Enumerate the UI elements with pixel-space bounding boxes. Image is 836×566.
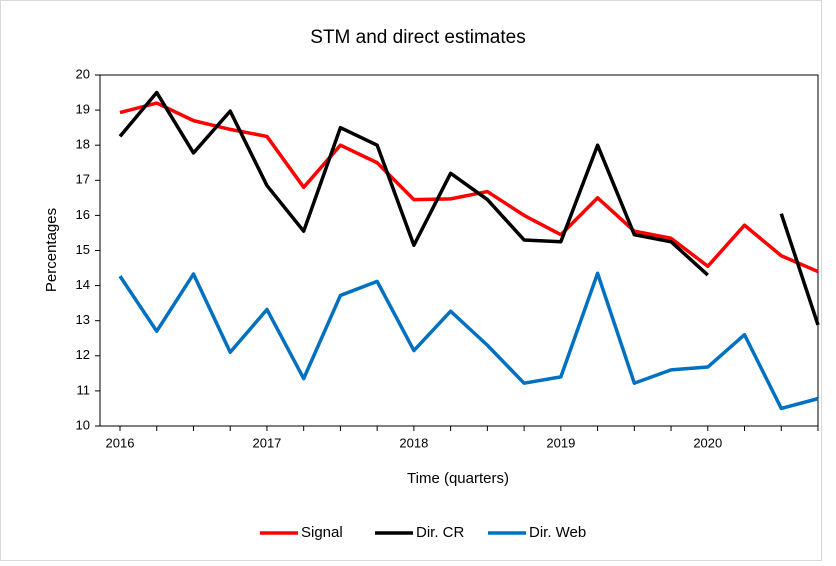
legend-label: Dir. CR (416, 524, 465, 541)
y-tick-label: 15 (76, 242, 90, 257)
y-tick-label: 20 (76, 66, 90, 81)
legend-label: Signal (301, 524, 343, 541)
y-axis-label: Percentages (43, 208, 60, 292)
chart-title: STM and direct estimates (310, 27, 525, 48)
x-tick-label: 2018 (399, 435, 428, 450)
y-tick-label: 11 (77, 382, 91, 397)
y-tick-label: 14 (76, 277, 90, 292)
series-line (118, 90, 820, 326)
x-tick-label: 2019 (546, 435, 575, 450)
y-tick-label: 10 (76, 417, 90, 432)
y-tick-label: 19 (76, 102, 90, 117)
x-axis-label: Time (quarters) (407, 470, 509, 487)
y-tick-label: 17 (76, 172, 90, 187)
y-tick-label: 12 (76, 347, 90, 362)
series-line (119, 101, 819, 274)
y-tick-label: 13 (76, 312, 90, 327)
plot-area (99, 74, 819, 427)
legend-label: Dir. Web (529, 524, 586, 541)
chart-frame (0, 0, 822, 561)
x-tick-label: 2020 (693, 435, 722, 450)
series-line (118, 271, 819, 411)
x-tick-label: 2017 (252, 435, 281, 450)
x-tick-label: 2016 (106, 435, 135, 450)
y-tick-label: 16 (76, 207, 90, 222)
y-tick-label: 18 (76, 137, 90, 152)
